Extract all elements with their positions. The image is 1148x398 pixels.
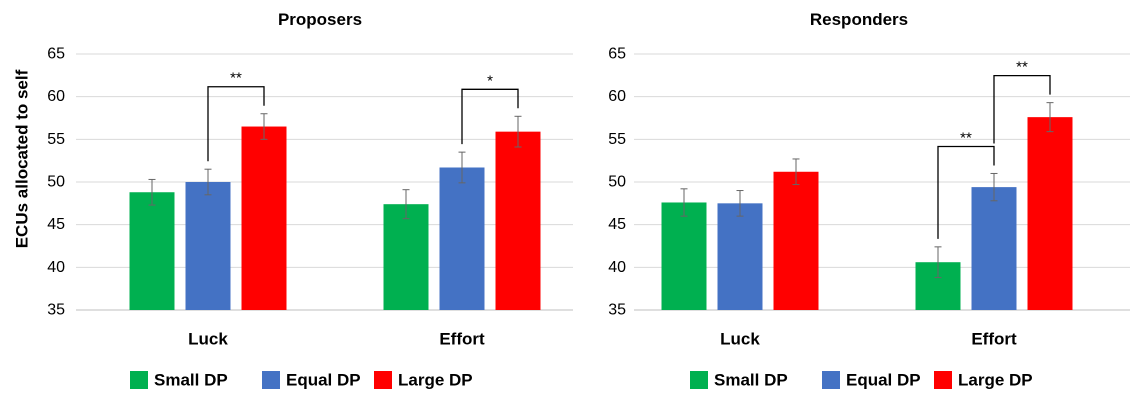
bar-equal-dp <box>185 182 231 310</box>
bar-large-dp <box>1027 117 1073 310</box>
bar-large-dp <box>495 131 541 310</box>
bar-equal-dp <box>717 203 763 310</box>
error-bar <box>680 188 688 217</box>
y-tick-label: 55 <box>608 131 626 148</box>
y-tick-label: 45 <box>608 216 626 233</box>
error-bar <box>736 190 744 217</box>
x-category-label: Effort <box>439 330 485 349</box>
error-bar <box>990 172 998 202</box>
y-tick-label: 40 <box>47 259 65 276</box>
legend-label: Large DP <box>398 371 473 390</box>
y-tick-label: 60 <box>608 88 626 105</box>
significance-bracket: ** <box>937 129 995 239</box>
x-category-label: Luck <box>720 330 760 349</box>
y-tick-label: 40 <box>608 259 626 276</box>
y-tick-label: 45 <box>47 216 65 233</box>
y-tick-label: 65 <box>47 46 65 63</box>
legend-label: Equal DP <box>846 371 921 390</box>
error-bar <box>148 178 156 206</box>
chart-panel-responders: Responders 35 40 45 50 55 60 65 Luck Effort ** ** Sm… <box>608 10 1130 390</box>
y-tick-label: 55 <box>47 131 65 148</box>
error-bar <box>204 168 212 196</box>
legend-swatch-large-dp <box>934 371 952 389</box>
significance-bracket: * <box>461 72 519 145</box>
error-bar <box>1046 102 1054 133</box>
y-tick-label: 60 <box>47 88 65 105</box>
significance-label: * <box>487 72 493 89</box>
error-bar <box>792 158 800 186</box>
x-category-label: Luck <box>188 330 228 349</box>
legend-swatch-equal-dp <box>822 371 840 389</box>
bar-large-dp <box>773 171 819 310</box>
bracket-line <box>461 88 519 145</box>
error-bar <box>260 113 268 140</box>
legend: Small DP Equal DP Large DP <box>690 371 1033 390</box>
significance-bracket: ** <box>207 70 265 162</box>
y-tick-label: 65 <box>608 46 626 63</box>
error-bar <box>402 189 410 220</box>
legend-swatch-large-dp <box>374 371 392 389</box>
bar-small-dp <box>129 192 175 310</box>
legend-label: Equal DP <box>286 371 361 390</box>
significance-label: ** <box>1016 59 1028 76</box>
y-tick-label: 50 <box>47 174 65 191</box>
x-category-label: Effort <box>971 330 1017 349</box>
legend-swatch-small-dp <box>690 371 708 389</box>
bracket-line <box>993 74 1051 144</box>
legend-label: Small DP <box>154 371 228 390</box>
y-axis-label: ECUs allocated to self <box>13 69 32 248</box>
y-tick-label: 50 <box>608 174 626 191</box>
bracket-line <box>207 86 265 162</box>
significance-label: ** <box>960 129 972 146</box>
chart-title: Responders <box>810 10 908 29</box>
y-tick-label: 35 <box>47 302 65 319</box>
bar-equal-dp <box>971 187 1017 310</box>
legend-swatch-small-dp <box>130 371 148 389</box>
legend-label: Small DP <box>714 371 788 390</box>
bar-small-dp <box>661 202 707 310</box>
legend-swatch-equal-dp <box>262 371 280 389</box>
bar-small-dp <box>383 204 429 310</box>
legend-label: Large DP <box>958 371 1033 390</box>
legend: Small DP Equal DP Large DP <box>130 371 473 390</box>
significance-bracket: ** <box>993 59 1051 144</box>
bracket-line <box>937 145 995 239</box>
chart-title: Proposers <box>278 10 362 29</box>
error-bar <box>514 115 522 148</box>
bar-large-dp <box>241 126 287 311</box>
y-tick-label: 35 <box>608 302 626 319</box>
bar-equal-dp <box>439 167 485 310</box>
error-bar <box>934 246 942 279</box>
significance-label: ** <box>230 70 242 87</box>
error-bar <box>458 151 466 184</box>
